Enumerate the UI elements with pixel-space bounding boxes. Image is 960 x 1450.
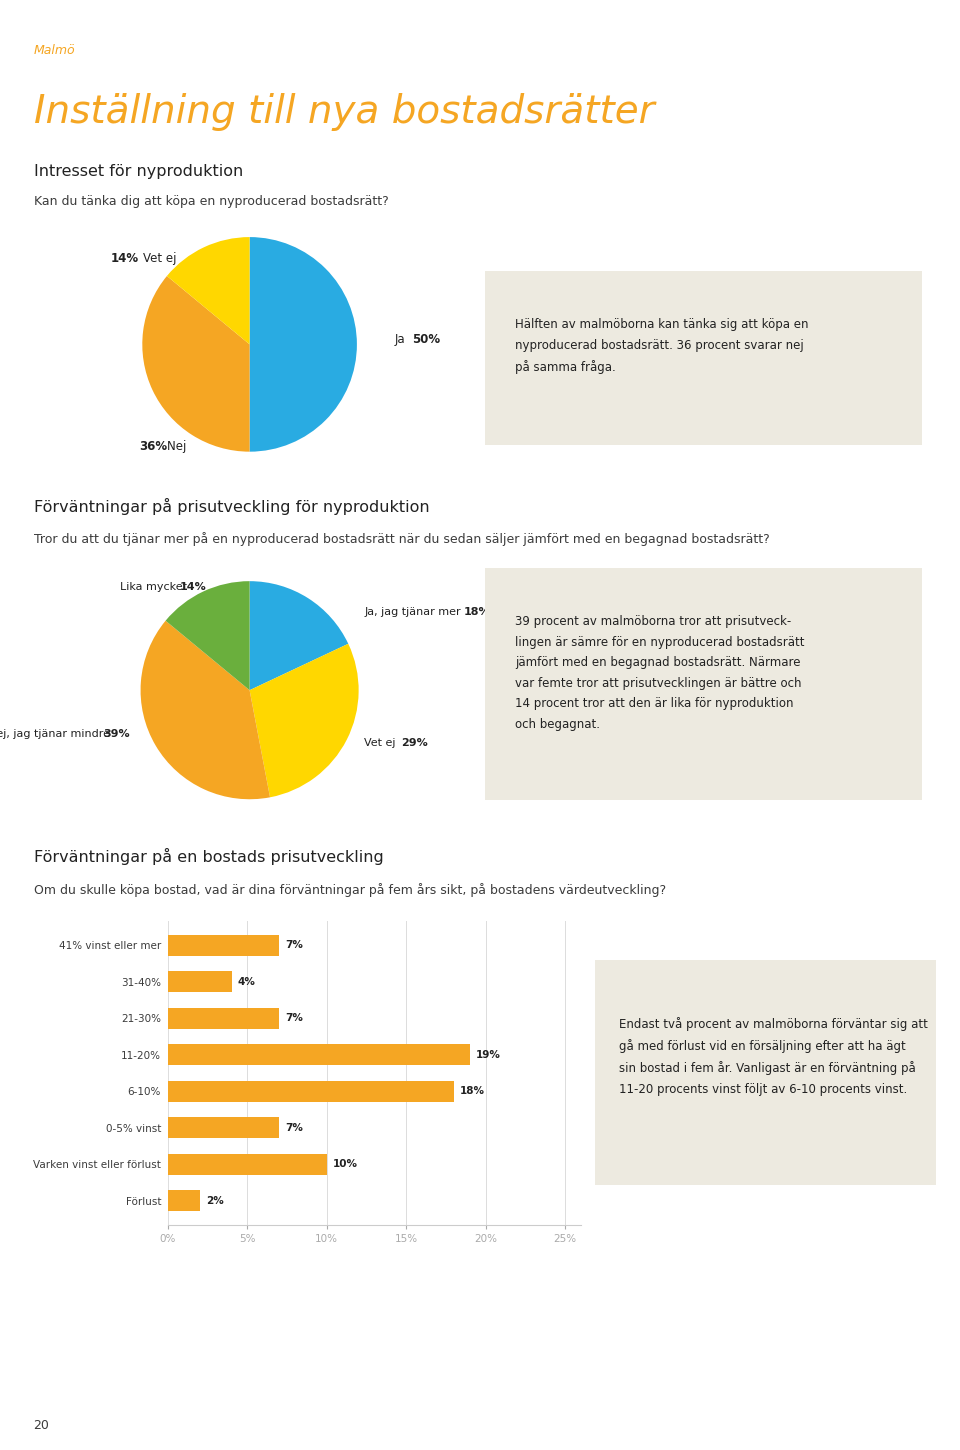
Text: 18%: 18% [460, 1086, 485, 1096]
Bar [168, 1044, 469, 1066]
FancyBboxPatch shape [485, 271, 922, 445]
Text: 7%: 7% [285, 940, 303, 950]
Text: 39%: 39% [103, 729, 130, 740]
Text: Nej, jag tjänar mindre: Nej, jag tjänar mindre [0, 729, 114, 740]
Wedge shape [142, 276, 250, 452]
Wedge shape [140, 621, 270, 799]
Bar [168, 1008, 279, 1030]
Text: Förväntningar på prisutveckling för nyproduktion: Förväntningar på prisutveckling för nypr… [34, 497, 429, 515]
Text: Malmö: Malmö [34, 45, 75, 57]
Text: 2%: 2% [206, 1196, 224, 1206]
Text: 7%: 7% [285, 1014, 303, 1024]
Text: Vet ej: Vet ej [364, 738, 399, 748]
Text: 50%: 50% [412, 332, 441, 345]
Text: 20: 20 [34, 1420, 50, 1431]
Wedge shape [167, 238, 250, 345]
Text: 7%: 7% [285, 1122, 303, 1132]
Text: Hälften av malmöborna kan tänka sig att köpa en
nyproducerad bostadsrätt. 36 pro: Hälften av malmöborna kan tänka sig att … [516, 318, 809, 374]
FancyBboxPatch shape [595, 960, 936, 1185]
Text: 14%: 14% [180, 581, 206, 592]
Wedge shape [250, 581, 348, 690]
Text: Lika mycket: Lika mycket [120, 581, 190, 592]
Bar [168, 1080, 454, 1102]
Text: 29%: 29% [400, 738, 427, 748]
Bar [168, 935, 279, 956]
Bar [168, 1116, 279, 1138]
Text: Vet ej: Vet ej [143, 252, 180, 265]
Wedge shape [250, 644, 359, 798]
Bar [168, 972, 231, 992]
Text: 18%: 18% [464, 606, 491, 616]
Text: 39 procent av malmöborna tror att prisutveck-
lingen är sämre för en nyproducera: 39 procent av malmöborna tror att prisut… [516, 615, 804, 731]
Text: Om du skulle köpa bostad, vad är dina förväntningar på fem års sikt, på bostaden: Om du skulle köpa bostad, vad är dina fö… [34, 883, 665, 898]
Text: 19%: 19% [476, 1050, 501, 1060]
Wedge shape [165, 581, 250, 690]
Text: Ja, jag tjänar mer: Ja, jag tjänar mer [364, 606, 465, 616]
Text: Inställning till nya bostadsrätter: Inställning till nya bostadsrätter [34, 93, 654, 132]
Wedge shape [250, 238, 357, 452]
Text: Nej: Nej [167, 439, 191, 452]
Text: 36%: 36% [139, 439, 167, 452]
Text: Kan du tänka dig att köpa en nyproducerad bostadsrätt?: Kan du tänka dig att köpa en nyproducera… [34, 196, 389, 207]
Text: 14%: 14% [110, 252, 138, 265]
Bar [168, 1154, 326, 1174]
Text: Intresset för nyproduktion: Intresset för nyproduktion [34, 164, 243, 178]
Bar [168, 1190, 200, 1211]
FancyBboxPatch shape [485, 568, 922, 800]
Text: Ja: Ja [395, 332, 409, 345]
Text: Tror du att du tjänar mer på en nyproducerad bostadsrätt när du sedan säljer jäm: Tror du att du tjänar mer på en nyproduc… [34, 532, 769, 547]
Text: 10%: 10% [333, 1160, 358, 1169]
Text: Endast två procent av malmöborna förväntar sig att
gå med förlust vid en försälj: Endast två procent av malmöborna förvänt… [619, 1016, 928, 1096]
Text: 4%: 4% [238, 977, 255, 986]
Text: Förväntningar på en bostads prisutveckling: Förväntningar på en bostads prisutveckli… [34, 848, 383, 866]
